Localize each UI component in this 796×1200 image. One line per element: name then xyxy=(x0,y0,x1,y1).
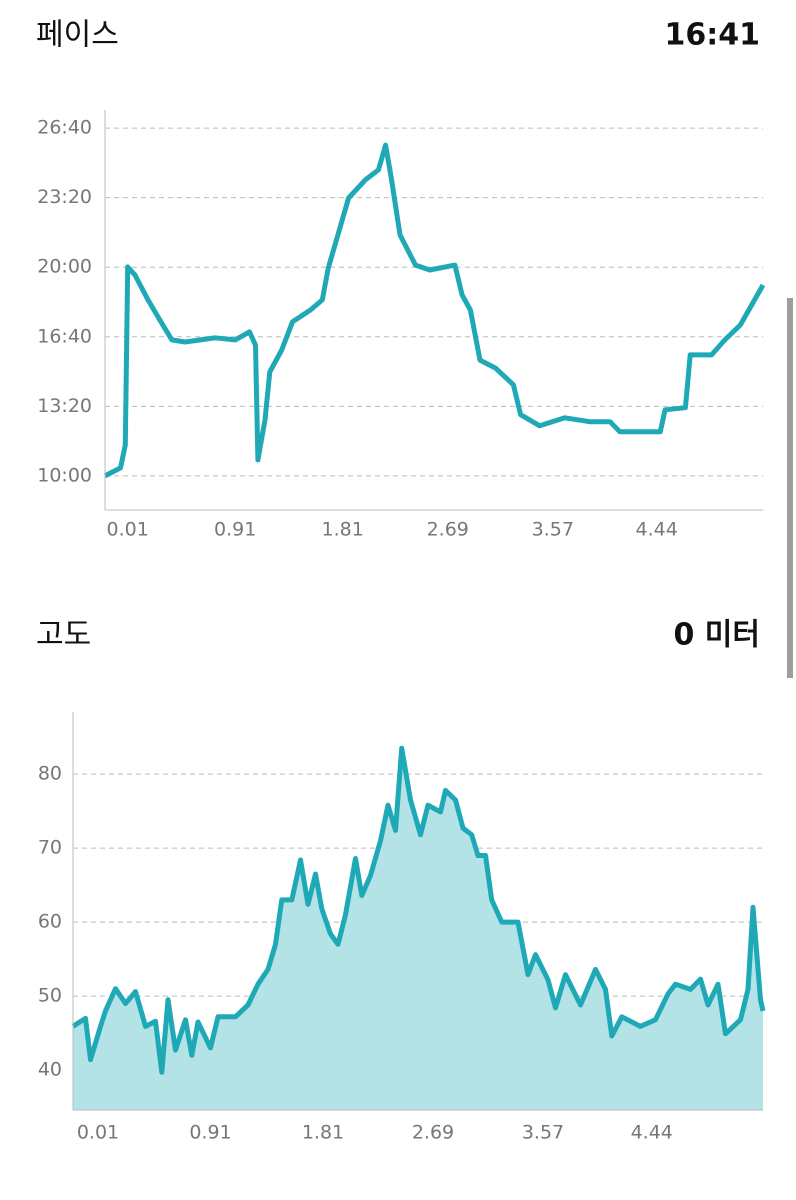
y-tick-label: 70 xyxy=(38,837,62,859)
scrollbar xyxy=(787,298,793,678)
y-tick-label: 50 xyxy=(38,985,62,1007)
y-tick-label: 26:40 xyxy=(37,117,92,139)
section-summary: 16:41 xyxy=(665,18,761,53)
line xyxy=(103,142,766,479)
x-tick-label: 0.91 xyxy=(214,519,256,541)
x-tick-label: 2.69 xyxy=(427,519,469,541)
x-tick-label: 0.01 xyxy=(107,519,149,541)
y-tick-label: 40 xyxy=(38,1059,62,1081)
section-title: 고도 xyxy=(36,618,91,653)
y-tick-label: 60 xyxy=(38,911,62,933)
y-tick-label: 20:00 xyxy=(37,256,92,278)
y-tick-label: 13:20 xyxy=(37,395,92,417)
line xyxy=(71,745,766,1075)
y-tick-label: 10:00 xyxy=(37,464,92,486)
x-tick-label: 1.81 xyxy=(321,519,363,541)
x-tick-label: 3.57 xyxy=(522,1122,564,1144)
area-fill xyxy=(73,748,763,1110)
x-tick-label: 4.44 xyxy=(636,519,678,541)
y-tick-label: 23:20 xyxy=(37,186,92,208)
section-title: 페이스 xyxy=(36,18,119,53)
y-tick-label: 16:40 xyxy=(37,325,92,347)
x-tick-label: 0.91 xyxy=(189,1122,231,1144)
x-tick-label: 2.69 xyxy=(412,1122,454,1144)
x-tick-label: 4.44 xyxy=(631,1122,673,1144)
x-tick-label: 1.81 xyxy=(302,1122,344,1144)
section-summary: 0 미터 xyxy=(673,618,760,653)
x-tick-label: 3.57 xyxy=(532,519,574,541)
x-tick-label: 0.01 xyxy=(77,1122,119,1144)
y-tick-label: 80 xyxy=(38,763,62,785)
